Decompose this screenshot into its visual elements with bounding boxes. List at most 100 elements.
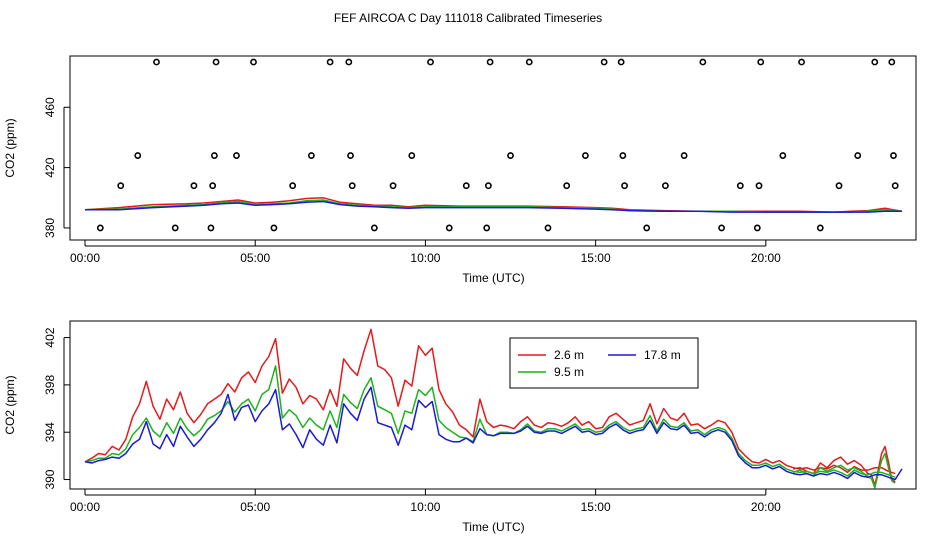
data-point-marker — [289, 182, 297, 190]
data-point-marker — [798, 58, 805, 66]
x-tick-label: 20:00 — [751, 251, 781, 265]
x-axis-label: Time (UTC) — [462, 520, 524, 534]
data-point-marker — [270, 224, 278, 232]
data-point-marker — [212, 58, 220, 66]
data-point-marker — [891, 182, 899, 190]
y-axis-label: CO2 (ppm) — [3, 118, 17, 177]
data-point-marker — [483, 224, 491, 232]
data-point-marker — [525, 58, 533, 66]
legend-box — [509, 337, 699, 389]
y-tick-label: 402 — [43, 327, 57, 347]
data-point-marker — [190, 182, 198, 190]
series-line-9-5-m — [84, 199, 903, 213]
data-point-marker — [718, 224, 725, 232]
data-point-marker — [680, 152, 688, 159]
data-point-marker — [210, 152, 218, 159]
series-line-2-6-m — [84, 328, 896, 475]
y-tick-label: 390 — [43, 469, 57, 489]
data-point-marker — [445, 224, 453, 232]
data-point-marker — [171, 224, 179, 232]
data-point-marker — [662, 182, 669, 190]
data-point-marker — [233, 152, 240, 159]
data-point-marker — [427, 58, 434, 66]
data-point-marker — [345, 58, 353, 66]
data-point-marker — [389, 182, 397, 190]
data-point-marker — [816, 224, 824, 232]
data-point-marker — [117, 182, 125, 190]
data-point-marker — [600, 58, 608, 66]
data-point-marker — [617, 58, 625, 66]
series-line-2-6-m-end — [792, 445, 896, 487]
data-point-marker — [753, 224, 761, 232]
x-tick-label: 20:00 — [751, 500, 781, 514]
plot-frame — [69, 55, 917, 241]
series-line-9-5-m-end — [792, 452, 896, 489]
series-line-2-6-m — [84, 197, 903, 213]
data-point-marker — [643, 224, 651, 232]
data-point-marker — [348, 182, 356, 190]
x-tick-label: 00:00 — [70, 500, 100, 514]
data-point-marker — [890, 152, 897, 159]
data-point-marker — [563, 182, 571, 190]
data-point-marker — [699, 58, 707, 66]
series-line-17-8-m — [85, 200, 902, 213]
data-point-marker — [779, 152, 787, 159]
data-point-marker — [347, 152, 354, 159]
x-tick-label: 05:00 — [240, 251, 270, 265]
data-point-marker — [326, 58, 334, 66]
x-tick-label: 15:00 — [581, 251, 611, 265]
data-point-marker — [209, 182, 217, 190]
legend: 2.6 m 9.5 m 17.8 m — [509, 337, 699, 389]
data-point-marker — [250, 58, 257, 66]
data-point-marker — [582, 152, 589, 159]
y-tick-label: 420 — [43, 157, 57, 177]
y-tick-label: 460 — [43, 97, 57, 117]
top-panel: 00:00 05:00 10:00 15:00 20:00 380 420 460 Time (… — [3, 55, 917, 285]
data-point-marker — [134, 152, 142, 159]
data-point-marker — [757, 58, 765, 66]
x-tick-label: 05:00 — [240, 500, 270, 514]
data-point-marker — [307, 152, 315, 159]
plot-area — [84, 328, 903, 489]
legend-item: 17.8 m — [608, 348, 681, 362]
plot-area — [84, 58, 903, 232]
legend-item: 2.6 m — [518, 348, 584, 362]
bottom-panel: 00:00 05:00 10:00 15:00 20:00 390 394 398 402 Tim… — [3, 320, 917, 534]
data-point-marker — [486, 58, 494, 66]
y-tick-label: 380 — [43, 218, 57, 238]
data-point-marker — [619, 152, 627, 159]
data-point-marker — [835, 182, 843, 190]
data-point-marker — [96, 224, 104, 232]
x-tick-label: 10:00 — [410, 251, 440, 265]
data-point-marker — [408, 152, 416, 159]
series-line-9-5-m — [84, 365, 896, 478]
data-point-marker — [871, 58, 879, 66]
plot-frame — [69, 320, 917, 490]
x-tick-label: 10:00 — [410, 500, 440, 514]
data-point-marker — [207, 224, 215, 232]
series-line-17-8-m — [84, 386, 903, 481]
x-tick-label: 15:00 — [581, 500, 611, 514]
y-tick-label: 394 — [43, 422, 57, 442]
data-point-marker — [854, 152, 862, 159]
figure-title: FEF AIRCOA C Day 111018 Calibrated Times… — [334, 11, 602, 25]
data-point-marker — [544, 224, 552, 232]
legend-label: 17.8 m — [644, 348, 681, 362]
y-axis-label: CO2 (ppm) — [3, 375, 17, 434]
data-point-marker — [755, 182, 763, 190]
legend-item: 9.5 m — [518, 365, 584, 379]
data-point-marker — [462, 182, 470, 190]
data-point-marker — [736, 182, 744, 190]
data-point-marker — [621, 182, 628, 190]
x-axis-label: Time (UTC) — [462, 271, 524, 285]
x-tick-label: 00:00 — [70, 251, 100, 265]
legend-label: 9.5 m — [554, 365, 584, 379]
data-point-marker — [888, 58, 896, 66]
data-point-marker — [370, 224, 378, 232]
data-point-marker — [484, 182, 492, 190]
legend-label: 2.6 m — [554, 348, 584, 362]
data-point-marker — [153, 58, 160, 66]
y-tick-label: 398 — [43, 375, 57, 395]
data-point-marker — [507, 152, 514, 159]
